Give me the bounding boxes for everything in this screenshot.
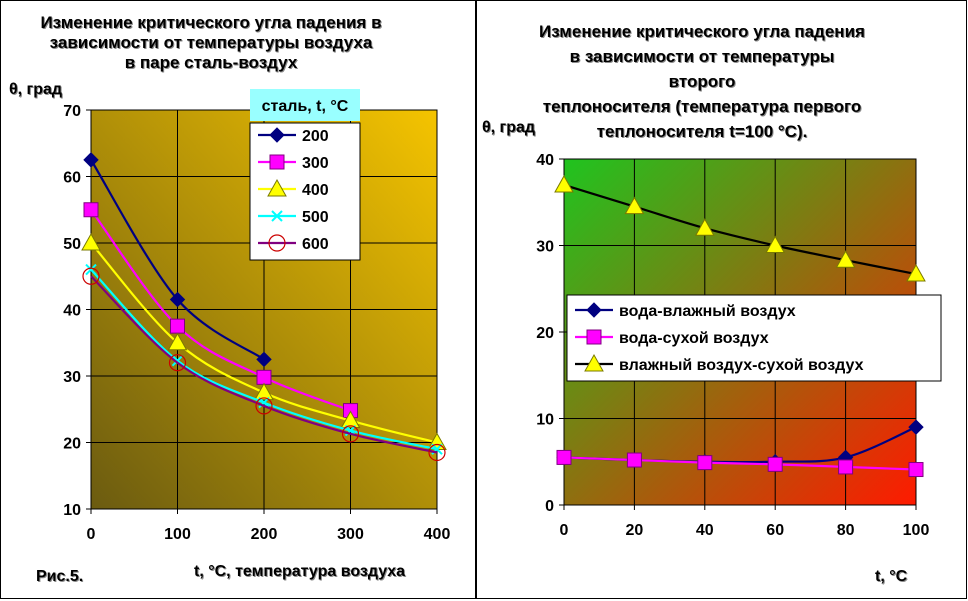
left-y-tick-label: 20 (63, 436, 81, 453)
left-y-tick-label: 70 (63, 103, 81, 120)
right-y-tick-label: 0 (545, 498, 554, 515)
left-series-line-5 (90, 275, 438, 454)
left-point (169, 291, 186, 308)
left-point (256, 369, 272, 385)
left-series-line-2 (90, 209, 351, 412)
left-point (168, 354, 187, 372)
marker-stroke (271, 210, 283, 222)
right-y-tick-label: 20 (536, 325, 554, 342)
left-y-tick-label: 50 (63, 236, 81, 253)
left-legend-marker (269, 154, 285, 170)
right-x-axis-label: t, °C (875, 568, 908, 585)
left-legend-title: сталь, t, °C (262, 98, 349, 115)
right-point (624, 196, 645, 215)
right-chart-title: Изменение критического угла падения в за… (539, 22, 865, 141)
left-point (83, 202, 99, 218)
right-point (908, 419, 924, 435)
right-point (765, 235, 786, 253)
left-legend-box (249, 122, 361, 261)
right-point (767, 456, 783, 472)
left-legend-marker (271, 210, 283, 222)
left-point (255, 397, 273, 415)
left-x-tick-label: 400 (424, 526, 451, 543)
left-y-tick-label: 40 (63, 303, 81, 320)
left-x-axis-label: t, °C, температура воздуха (194, 563, 406, 580)
left-point (83, 152, 99, 168)
right-point (554, 174, 574, 193)
left-legend-label: 300 (302, 155, 329, 172)
left-point (340, 410, 361, 429)
left-point (254, 382, 274, 401)
right-legend-marker (586, 329, 602, 345)
right-x-tick-label: 40 (696, 522, 714, 539)
right-point (626, 452, 642, 468)
marker-stroke (171, 354, 184, 367)
right-series-line-3 (563, 183, 917, 276)
left-x-tick-label: 300 (337, 526, 364, 543)
right-legend: вода-влажный воздух вода-сухой воздух влаж… (566, 294, 942, 382)
right-legend-label: влажный воздух-сухой воздух (619, 357, 864, 374)
right-legend-box (566, 294, 942, 382)
right-point (906, 264, 926, 282)
left-legend-marker (267, 178, 287, 197)
left-legend-label: 200 (302, 128, 329, 145)
left-y-tick-label: 60 (63, 170, 81, 187)
left-point (167, 332, 188, 351)
left-legend-marker (269, 127, 285, 143)
left-y-tick-label: 30 (63, 369, 81, 386)
left-legend-label: 400 (302, 182, 329, 199)
right-x-tick-label: 20 (626, 522, 644, 539)
right-x-tick-label: 80 (837, 522, 855, 539)
left-y-axis-label: θ, град (9, 81, 63, 98)
right-point (556, 449, 572, 465)
left-point (81, 232, 101, 251)
left-point (82, 267, 100, 285)
left-point (428, 443, 446, 462)
left-legend-label: 600 (302, 236, 329, 253)
left-chart: 10 20 30 40 50 60 70 0 100 200 300 400 200 300 400 500 6… (63, 89, 450, 543)
right-x-tick-label: 0 (560, 522, 569, 539)
right-y-axis-label: θ, град (482, 119, 536, 136)
left-chart-title: Изменение критического угла падения в за… (40, 13, 382, 72)
right-legend-marker (584, 353, 604, 372)
left-x-tick-label: 0 (87, 526, 96, 543)
right-y-tick-label: 40 (536, 152, 554, 169)
right-x-tick-label: 100 (903, 522, 930, 539)
right-x-tick-label: 60 (766, 522, 784, 539)
right-point (908, 462, 924, 478)
right-point (697, 455, 713, 471)
left-point (170, 318, 185, 334)
right-chart: 0 10 20 30 40 0 20 40 60 80 100 вода-влажный воздух… (536, 152, 942, 539)
marker-stroke (85, 263, 97, 276)
left-legend: 200 300 400 500 600 (249, 122, 361, 261)
left-y-tick-label: 10 (63, 502, 81, 519)
left-legend-title-bg (250, 89, 360, 121)
right-point (838, 459, 854, 475)
right-legend-label: вода-сухой воздух (619, 330, 769, 347)
right-legend-marker (586, 302, 602, 318)
left-legend-marker (268, 234, 286, 252)
right-point (835, 250, 856, 268)
left-legend-label: 500 (302, 209, 329, 226)
left-x-tick-label: 200 (251, 526, 278, 543)
left-point (341, 425, 360, 443)
right-point (694, 218, 715, 236)
right-y-tick-label: 10 (536, 412, 554, 429)
left-x-tick-label: 100 (164, 526, 191, 543)
figure-label: Рис.5. (36, 568, 84, 585)
left-point (85, 263, 97, 276)
right-legend-label: вода-влажный воздух (619, 303, 796, 320)
right-y-tick-label: 30 (536, 239, 554, 256)
left-point (256, 351, 272, 368)
